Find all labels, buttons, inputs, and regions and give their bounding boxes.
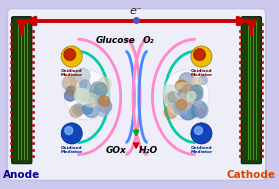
Circle shape — [93, 89, 103, 98]
Circle shape — [174, 99, 189, 113]
Circle shape — [199, 76, 207, 84]
Circle shape — [99, 100, 112, 113]
Circle shape — [61, 123, 82, 144]
Circle shape — [74, 88, 89, 103]
Circle shape — [70, 76, 83, 88]
Circle shape — [192, 101, 207, 116]
Circle shape — [179, 73, 194, 88]
Text: Cathode: Cathode — [227, 170, 276, 180]
Circle shape — [165, 92, 179, 106]
Circle shape — [81, 92, 91, 101]
Circle shape — [183, 84, 193, 94]
Circle shape — [90, 82, 107, 99]
Circle shape — [65, 126, 73, 135]
Circle shape — [177, 94, 192, 110]
Circle shape — [75, 68, 90, 84]
Circle shape — [86, 90, 98, 101]
Text: Oxidised
Mediator: Oxidised Mediator — [61, 146, 83, 154]
Text: Oxidised
Mediator: Oxidised Mediator — [61, 69, 83, 77]
Circle shape — [99, 96, 109, 106]
Circle shape — [196, 109, 206, 118]
Circle shape — [94, 83, 107, 95]
Circle shape — [173, 100, 189, 115]
Circle shape — [97, 77, 111, 91]
Ellipse shape — [64, 70, 110, 120]
Circle shape — [191, 123, 212, 144]
Circle shape — [168, 97, 185, 114]
Circle shape — [194, 126, 203, 135]
FancyBboxPatch shape — [7, 9, 266, 180]
Circle shape — [175, 83, 191, 100]
Circle shape — [175, 80, 187, 92]
Circle shape — [62, 76, 76, 90]
Circle shape — [187, 91, 196, 100]
Circle shape — [64, 49, 76, 60]
Circle shape — [84, 94, 98, 107]
Text: Oxidised
Mediator: Oxidised Mediator — [190, 146, 213, 154]
Circle shape — [163, 85, 178, 100]
Circle shape — [191, 89, 203, 101]
Circle shape — [72, 87, 84, 99]
Text: H₂O: H₂O — [139, 146, 158, 155]
FancyBboxPatch shape — [241, 17, 261, 164]
Circle shape — [84, 103, 99, 118]
Circle shape — [81, 82, 87, 88]
Circle shape — [64, 90, 76, 101]
Circle shape — [97, 104, 109, 117]
Circle shape — [195, 104, 208, 117]
Circle shape — [192, 77, 201, 87]
Circle shape — [82, 104, 92, 114]
Circle shape — [80, 80, 90, 90]
Circle shape — [77, 106, 83, 112]
Text: Glucose: Glucose — [96, 36, 136, 45]
Circle shape — [97, 98, 104, 105]
Circle shape — [164, 106, 177, 119]
Circle shape — [176, 100, 187, 110]
Circle shape — [73, 104, 85, 115]
Circle shape — [194, 49, 205, 60]
FancyBboxPatch shape — [12, 17, 32, 164]
Circle shape — [192, 111, 198, 117]
Text: GOx: GOx — [105, 146, 126, 155]
Circle shape — [180, 103, 196, 120]
Circle shape — [95, 94, 107, 107]
Circle shape — [89, 101, 96, 108]
Circle shape — [191, 46, 212, 67]
Circle shape — [188, 91, 200, 103]
Circle shape — [191, 85, 198, 91]
Circle shape — [190, 85, 203, 97]
FancyBboxPatch shape — [0, 1, 273, 188]
Text: O₂: O₂ — [143, 36, 154, 45]
Circle shape — [61, 46, 82, 67]
Circle shape — [67, 87, 73, 93]
Text: Anode: Anode — [3, 170, 40, 180]
Text: Oxidised
Mediator: Oxidised Mediator — [190, 69, 213, 77]
Circle shape — [179, 89, 188, 98]
Ellipse shape — [163, 70, 209, 120]
Text: e⁻: e⁻ — [130, 6, 143, 16]
Circle shape — [185, 86, 199, 100]
Circle shape — [70, 105, 82, 118]
Circle shape — [168, 92, 179, 103]
Circle shape — [190, 88, 202, 100]
Circle shape — [66, 86, 76, 95]
